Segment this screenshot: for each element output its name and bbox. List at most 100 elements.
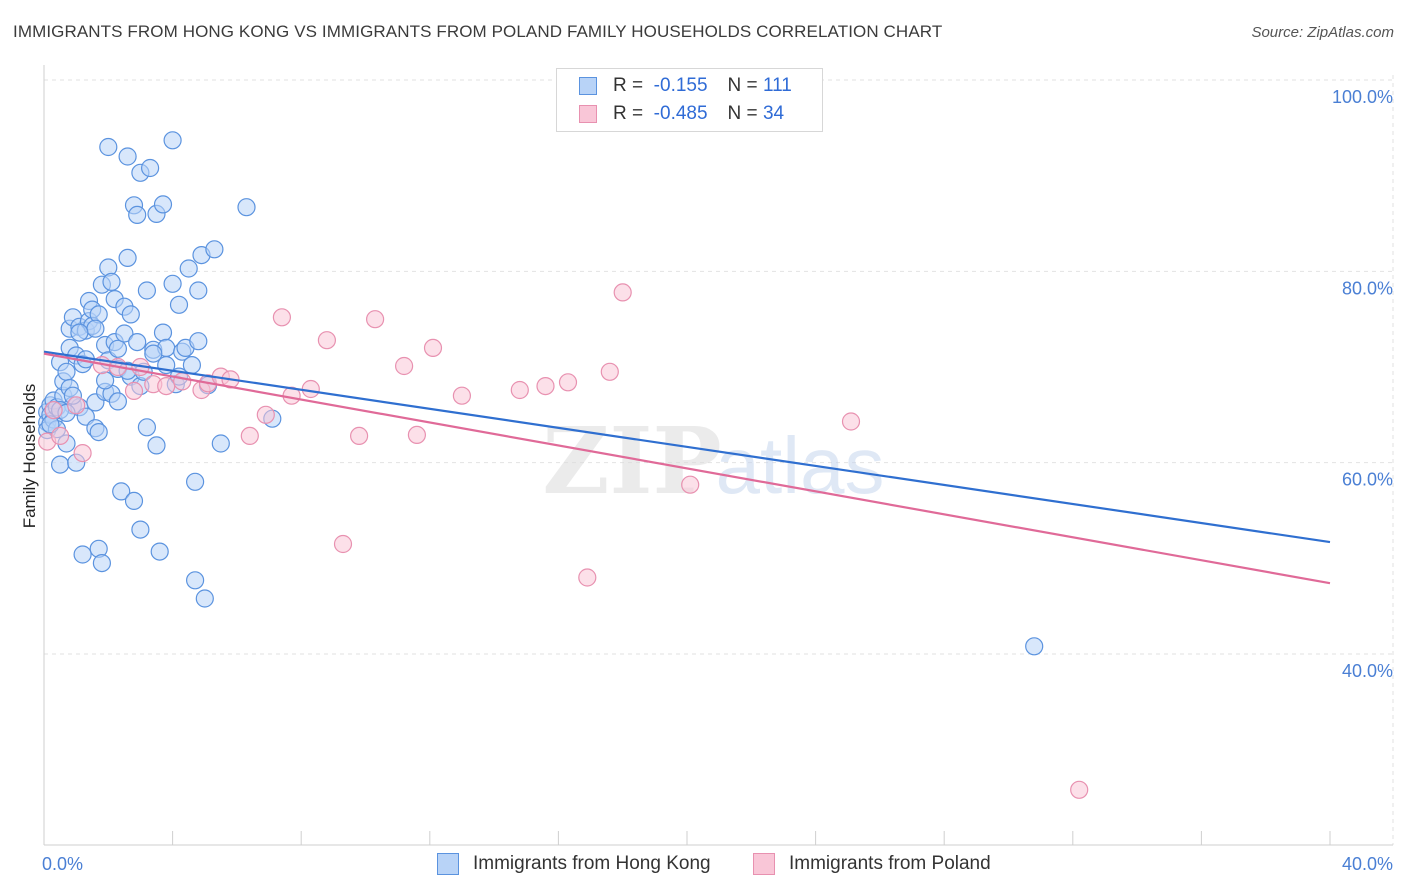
hong-kong-point [99, 137, 118, 157]
legend-n-label: N = [727, 103, 758, 124]
tick-labels: 40.0% 60.0% 80.0% 100.0% 0.0% 40.0% [42, 87, 1393, 874]
hong-kong-point [137, 418, 156, 437]
bottom-legend-hong-kong: Immigrants from Hong Kong [437, 852, 711, 876]
y-tick-label: 40.0% [1342, 661, 1393, 681]
poland-swatch [579, 105, 597, 123]
hong-kong-point [118, 248, 137, 267]
poland-point [272, 308, 291, 327]
hong-kong-point [108, 339, 128, 358]
poland-point [510, 380, 529, 400]
y-tick-label: 100.0% [1332, 87, 1393, 107]
hong-kong-point [137, 281, 156, 300]
hong-kong-point [89, 423, 108, 442]
hong-kong-point [179, 259, 198, 278]
hong-kong-point [102, 272, 121, 291]
hong-kong-point [128, 333, 147, 352]
poland-point [256, 405, 275, 424]
hong-kong-point [57, 362, 76, 381]
hong-kong-point [86, 319, 105, 338]
hong-kong-point [153, 323, 173, 342]
hong-kong-trend-line [43, 350, 1331, 544]
hong-kong-point [186, 571, 205, 590]
bottom-legend-poland: Immigrants from Poland [753, 852, 991, 876]
poland-swatch [753, 853, 775, 875]
x-tick-label: 0.0% [42, 854, 83, 874]
poland-point [44, 401, 63, 420]
poland-point [423, 338, 443, 357]
hong-kong-point [1025, 637, 1044, 656]
hong-kong-point [141, 158, 160, 178]
hong-kong-point [186, 472, 205, 491]
y-tick-label: 80.0% [1342, 278, 1393, 298]
legend-r-label: R = [613, 75, 644, 96]
hong-kong-point [124, 491, 144, 510]
poland-point [366, 310, 385, 329]
poland-point [407, 425, 426, 444]
hong-kong-point [115, 324, 134, 343]
poland-point [157, 377, 176, 396]
y-axis-label: Family Households [20, 384, 39, 529]
hong-kong-point [163, 131, 182, 150]
poland-point [558, 373, 578, 392]
legend-row-hong-kong: R = -0.155 N = 111 [579, 74, 792, 98]
axes [43, 65, 1393, 846]
legend-hk-r-value: -0.155 [653, 75, 708, 96]
hong-kong-point [144, 344, 163, 363]
hong-kong-point [50, 455, 70, 474]
legend-row-poland: R = -0.485 N = 34 [579, 102, 784, 126]
trend-lines [43, 350, 1331, 585]
poland-point [452, 386, 471, 405]
hong-kong-point [121, 305, 140, 324]
hong-kong-point [92, 553, 112, 573]
poland-point [613, 283, 632, 302]
y-tick-label: 60.0% [1342, 470, 1393, 490]
hong-kong-point [70, 323, 89, 342]
bottom-legend-pl-label: Immigrants from Poland [789, 853, 991, 874]
series-hong-kong-points [38, 131, 1044, 656]
hong-kong-point [128, 205, 147, 224]
correlation-legend: R = -0.155 N = 111 R = -0.485 N = 34 [556, 68, 823, 132]
hong-kong-point [131, 520, 150, 539]
x-tick-label: 40.0% [1342, 854, 1393, 874]
hong-kong-point [195, 589, 214, 608]
watermark-zip: ZIP [542, 407, 721, 515]
hong-kong-point [189, 332, 208, 351]
poland-point [67, 396, 86, 415]
hong-kong-swatch [579, 77, 597, 95]
hong-kong-point [189, 281, 208, 300]
hong-kong-point [73, 545, 92, 564]
chart-title: IMMIGRANTS FROM HONG KONG VS IMMIGRANTS … [13, 22, 943, 41]
watermark: ZIP atlas [542, 407, 884, 515]
hong-kong-point [211, 434, 230, 453]
hong-kong-point [150, 542, 169, 561]
poland-point [317, 331, 336, 350]
poland-point [681, 475, 700, 494]
legend-r-label: R = [613, 103, 644, 124]
legend-n-label: N = [727, 75, 758, 96]
hong-kong-point [118, 147, 137, 166]
poland-point [1070, 780, 1089, 799]
poland-point [50, 426, 70, 445]
poland-point [395, 356, 414, 376]
poland-point [73, 444, 92, 463]
hong-kong-point [169, 295, 189, 314]
bottom-legend-hk-label: Immigrants from Hong Kong [473, 853, 711, 874]
poland-point [240, 426, 259, 445]
hong-kong-point [95, 371, 115, 390]
legend-pl-r-value: -0.485 [653, 103, 708, 124]
hong-kong-point [205, 240, 224, 259]
legend-hk-n-value: 111 [762, 75, 792, 96]
poland-point [841, 412, 861, 431]
hong-kong-point [112, 482, 131, 501]
hong-kong-point [108, 392, 128, 411]
poland-point [350, 426, 369, 445]
source-label: Source: ZipAtlas.com [1251, 24, 1394, 41]
poland-point [301, 379, 320, 399]
poland-point [600, 362, 619, 381]
poland-point [578, 568, 597, 587]
poland-point [124, 381, 144, 400]
legend-pl-n-value: 34 [762, 103, 785, 124]
hong-kong-point [147, 436, 166, 455]
poland-point [536, 377, 555, 396]
